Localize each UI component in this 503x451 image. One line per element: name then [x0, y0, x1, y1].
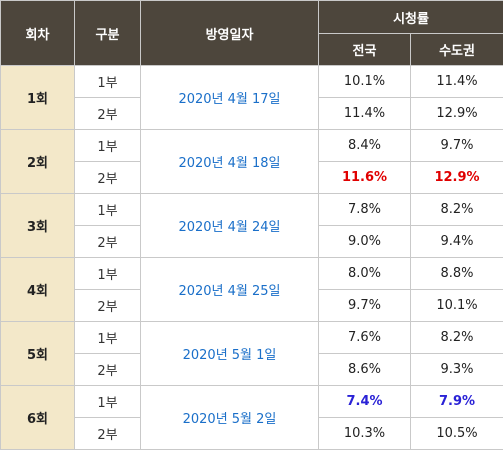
part-cell: 1부 [74, 321, 141, 354]
national-rating: 8.6% [318, 353, 411, 386]
header-ratings: 시청률 [317, 0, 503, 34]
capital-rating: 8.2% [409, 193, 503, 226]
national-rating: 8.0% [318, 257, 411, 290]
table-row: 6회 1부 2020년 5월 2일 7.4% 7.9% [0, 385, 503, 450]
table-row: 4회 1부 2020년 4월 25일 8.0% 8.8% [0, 257, 503, 322]
national-rating: 10.1% [318, 65, 411, 98]
national-rating: 9.7% [318, 289, 411, 322]
table-row: 1회 1부 2020년 4월 17일 10.1% 11.4% [0, 65, 503, 130]
part-cell: 1부 [74, 257, 141, 290]
capital-rating-highest: 12.9% [409, 161, 503, 194]
air-date-cell: 2020년 4월 17일 [140, 65, 319, 130]
episode-cell: 6회 [0, 385, 75, 450]
table-row: 2부 9.7% 10.1% [1, 289, 503, 322]
air-date-cell: 2020년 5월 2일 [140, 385, 319, 450]
episode-cell: 4회 [0, 257, 75, 322]
national-rating: 11.4% [318, 97, 411, 130]
air-date-cell: 2020년 4월 24일 [140, 193, 319, 258]
part-cell: 2부 [74, 97, 141, 130]
table-row: 5회 1부 2020년 5월 1일 7.6% 8.2% [0, 321, 503, 386]
header-air-date: 방영일자 [140, 0, 319, 66]
part-cell: 2부 [74, 161, 141, 194]
part-cell: 1부 [74, 193, 141, 226]
part-cell: 1부 [74, 385, 141, 418]
capital-rating: 10.5% [409, 417, 503, 450]
national-rating: 9.0% [318, 225, 411, 258]
part-cell: 2부 [74, 353, 141, 386]
capital-rating: 10.1% [409, 289, 503, 322]
air-date-cell: 2020년 4월 25일 [140, 257, 319, 322]
part-cell: 2부 [74, 289, 141, 322]
episode-cell: 1회 [0, 65, 75, 130]
header-episode: 회차 [0, 0, 75, 66]
capital-rating-lowest: 7.9% [409, 385, 503, 418]
header-national: 전국 [318, 33, 411, 66]
national-rating-lowest: 7.4% [318, 385, 411, 418]
air-date-cell: 2020년 4월 18일 [140, 129, 319, 194]
table-row: 2부 8.6% 9.3% [1, 353, 503, 386]
capital-rating: 12.9% [409, 97, 503, 130]
national-rating: 10.3% [318, 417, 411, 450]
table-row: 2회 1부 2020년 4월 18일 8.4% 9.7% [0, 129, 503, 194]
part-cell: 2부 [74, 225, 141, 258]
national-rating: 8.4% [318, 129, 411, 162]
table-row: 2부 10.3% 10.5% [1, 417, 503, 450]
table-row: 2부 11.4% 12.9% [1, 97, 503, 130]
episode-cell: 5회 [0, 321, 75, 386]
part-cell: 1부 [74, 129, 141, 162]
national-rating-highest: 11.6% [318, 161, 411, 194]
national-rating: 7.6% [318, 321, 411, 354]
header-part: 구분 [74, 0, 141, 66]
capital-rating: 11.4% [409, 65, 503, 98]
table-row: 2부 11.6% 12.9% [1, 161, 503, 194]
table-row: 2부 9.0% 9.4% [1, 225, 503, 258]
header-capital: 수도권 [409, 33, 503, 66]
capital-rating: 9.7% [409, 129, 503, 162]
table-row: 3회 1부 2020년 4월 24일 7.8% 8.2% [0, 193, 503, 258]
capital-rating: 8.2% [409, 321, 503, 354]
capital-rating: 8.8% [409, 257, 503, 290]
capital-rating: 9.4% [409, 225, 503, 258]
episode-cell: 2회 [0, 129, 75, 194]
part-cell: 1부 [74, 65, 141, 98]
part-cell: 2부 [74, 417, 141, 450]
national-rating: 7.8% [318, 193, 411, 226]
air-date-cell: 2020년 5월 1일 [140, 321, 319, 386]
capital-rating: 9.3% [409, 353, 503, 386]
episode-cell: 3회 [0, 193, 75, 258]
